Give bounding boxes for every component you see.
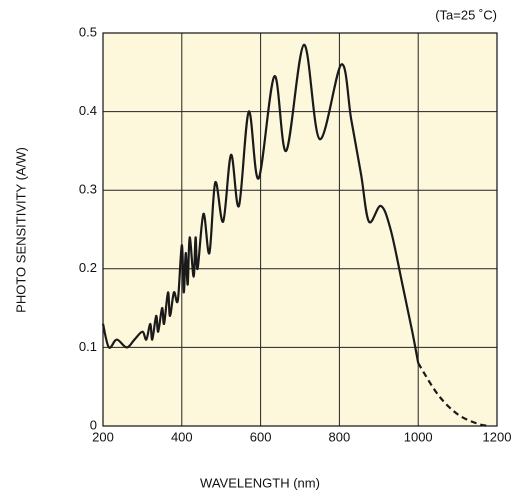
x-tick-label: 800 [329, 429, 351, 444]
plot-area [103, 33, 497, 426]
y-tick-label: 0.2 [79, 260, 97, 275]
x-axis-label: WAVELENGTH (nm) [200, 475, 320, 490]
y-tick-label: 0 [90, 417, 97, 432]
annotation: (Ta=25 ˚C) [435, 7, 497, 22]
y-tick-label: 0.3 [79, 182, 97, 197]
line [101, 43, 420, 364]
x-tick-label: 400 [171, 429, 193, 444]
x-tick-label: 1000 [404, 429, 433, 444]
line [417, 362, 490, 428]
y-tick-label: 0.5 [79, 24, 97, 39]
y-tick-label: 0.1 [79, 339, 97, 354]
x-tick-label: 200 [92, 429, 114, 444]
x-tick-label: 600 [250, 429, 272, 444]
y-tick-label: 0.4 [79, 103, 97, 118]
plot-border [102, 32, 498, 427]
x-tick-label: 1200 [483, 429, 512, 444]
y-axis-label: PHOTO SENSITIVITY (A/W) [13, 147, 28, 313]
